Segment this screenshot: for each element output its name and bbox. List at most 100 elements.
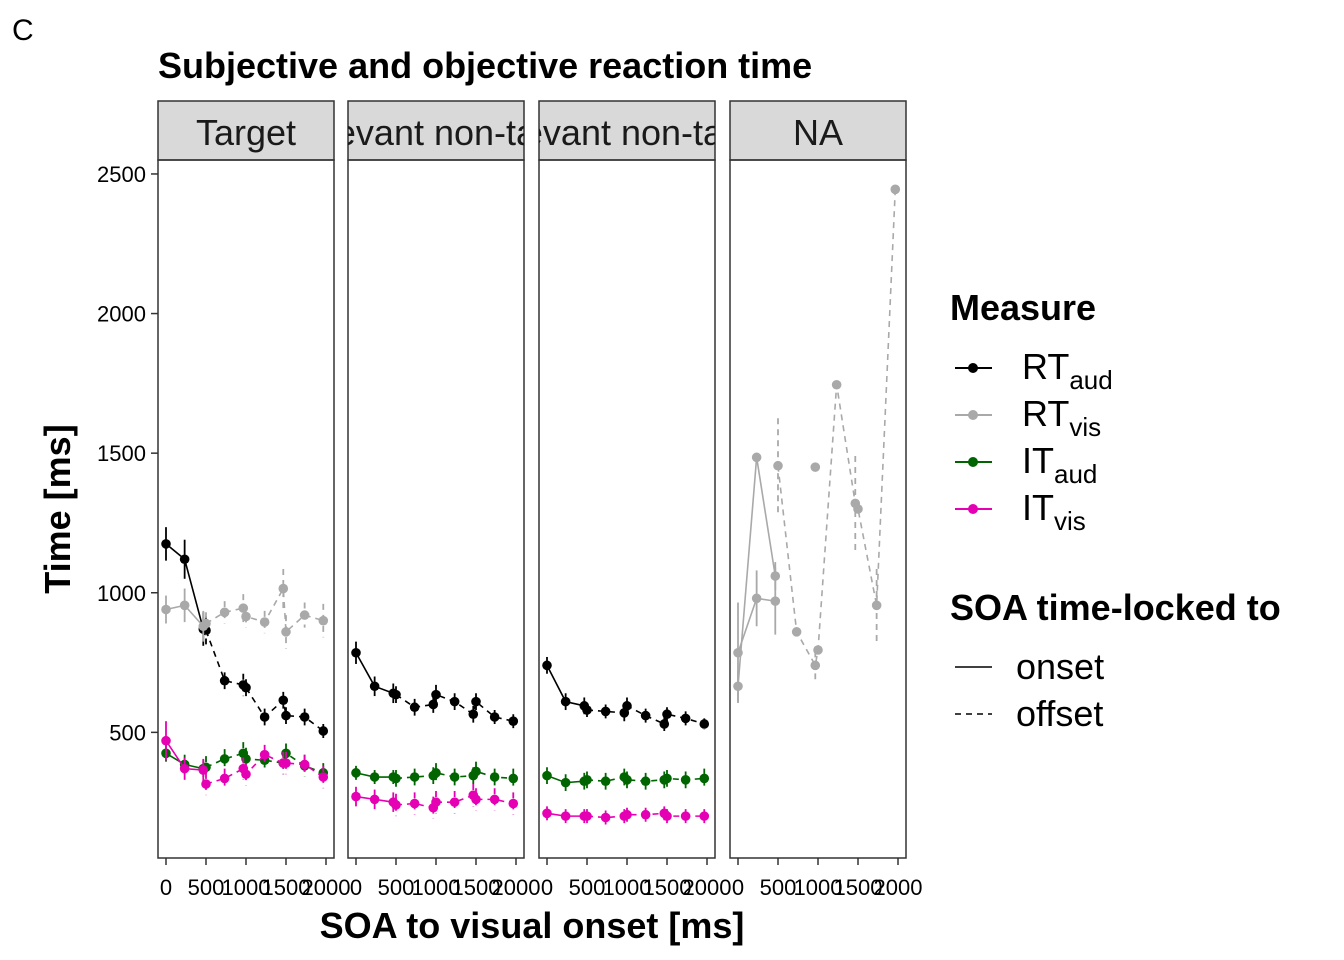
data-point — [582, 811, 592, 821]
data-point — [813, 645, 823, 655]
series-ITaud-offset — [391, 761, 519, 789]
x-tick-label: 1500 — [262, 875, 311, 900]
data-point — [201, 779, 211, 789]
data-point — [179, 763, 190, 774]
data-point — [582, 705, 592, 715]
series-RTaud-offset — [201, 616, 329, 738]
data-point — [560, 811, 571, 821]
facet-strip — [729, 100, 907, 161]
data-point — [281, 627, 291, 637]
data-point — [680, 713, 691, 724]
data-point — [449, 797, 460, 807]
series-RTaud-onset — [542, 656, 590, 715]
series-ITaud-offset — [582, 768, 710, 790]
x-tick-label: 1500 — [834, 875, 883, 900]
x-tick-label: 2000 — [492, 875, 541, 900]
data-point — [219, 675, 230, 686]
series-RTaud-offset — [391, 684, 519, 729]
data-point — [699, 719, 710, 729]
data-point — [853, 504, 863, 514]
data-point — [431, 797, 441, 807]
x-tick-label: 0 — [160, 875, 172, 900]
legend-label-subscript: vis — [1069, 412, 1101, 442]
data-point — [662, 773, 672, 784]
data-point — [508, 773, 519, 784]
data-point — [241, 682, 251, 693]
data-point — [409, 772, 420, 782]
data-point — [161, 604, 171, 615]
data-point — [622, 701, 632, 711]
data-point — [890, 184, 901, 195]
data-point — [241, 611, 251, 622]
facet-strip-label: NA — [793, 112, 843, 153]
x-tick-label: 500 — [569, 875, 606, 900]
data-point — [662, 811, 672, 821]
series-RTvis-offset — [773, 184, 901, 680]
legend-label-RTvis: RTvis — [1022, 393, 1101, 442]
data-point — [281, 710, 291, 721]
series-RTaud-offset — [582, 697, 710, 731]
data-point — [179, 600, 190, 611]
data-point — [391, 689, 401, 700]
data-point — [662, 709, 672, 720]
series-ITvis-offset — [582, 806, 710, 825]
series-RTvis-offset — [201, 569, 329, 649]
series-line — [205, 752, 324, 774]
data-point — [409, 702, 420, 713]
data-point — [369, 794, 380, 805]
data-point — [560, 777, 571, 788]
data-point — [431, 768, 441, 778]
legend-label-subscript: aud — [1054, 459, 1097, 489]
legend-label-base: IT — [1022, 487, 1054, 528]
x-tick-label: 1500 — [452, 875, 501, 900]
data-point — [201, 618, 211, 629]
data-point — [278, 583, 289, 594]
y-tick-label: 1500 — [97, 441, 146, 466]
facet-panel-border — [347, 159, 525, 859]
y-axis-label: Time [ms] — [37, 424, 78, 593]
x-tick-label: 500 — [188, 875, 225, 900]
x-tick-label: 1000 — [603, 875, 652, 900]
legend-key-point — [968, 363, 978, 373]
data-point — [600, 776, 611, 787]
data-point — [640, 776, 651, 787]
data-point — [508, 716, 519, 726]
x-tick-label: 2000 — [683, 875, 732, 900]
data-point — [680, 775, 691, 785]
data-point — [449, 696, 460, 707]
facet-strip-label: Relevant non-target — [469, 112, 785, 153]
data-point — [489, 712, 500, 722]
series-line — [586, 704, 705, 726]
series-line — [777, 189, 897, 668]
data-point — [810, 660, 821, 671]
facet-strip-label: Target — [196, 112, 296, 153]
data-point — [871, 600, 882, 611]
data-point — [659, 719, 670, 729]
data-point — [259, 749, 270, 760]
data-point — [542, 770, 552, 781]
facet-panel-border — [729, 159, 907, 859]
x-tick-label: 1000 — [412, 875, 461, 900]
data-point — [471, 766, 481, 777]
data-point — [751, 452, 762, 463]
data-point — [391, 800, 401, 810]
legend-label-base: IT — [1022, 440, 1054, 481]
series-ITvis-offset — [201, 744, 329, 796]
x-tick-label: 0 — [732, 875, 744, 900]
data-point — [791, 627, 802, 637]
data-point — [622, 809, 632, 820]
x-tick-label: 0 — [541, 875, 553, 900]
data-point — [409, 798, 420, 809]
data-point — [489, 772, 500, 782]
data-point — [428, 699, 439, 710]
data-point — [391, 773, 401, 784]
data-point — [369, 772, 380, 782]
data-point — [369, 681, 380, 692]
legend-label-ITaud: ITaud — [1022, 440, 1097, 489]
data-point — [259, 617, 270, 627]
data-point — [431, 689, 441, 700]
